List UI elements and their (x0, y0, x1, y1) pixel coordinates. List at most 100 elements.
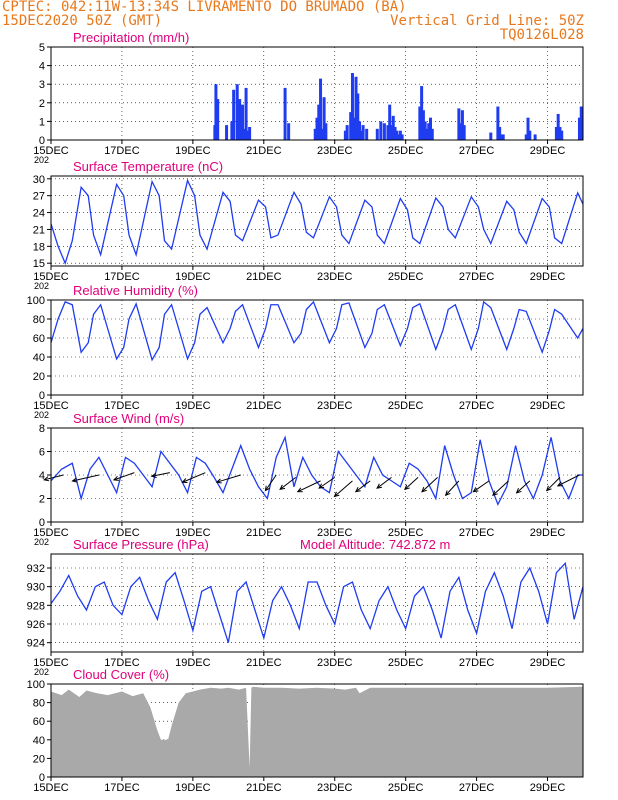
humidity-ytick-label: 0 (39, 390, 45, 402)
humidity-title: Relative Humidity (%) (73, 283, 198, 298)
precip-bar (358, 121, 362, 140)
wind-arrow-head (515, 488, 522, 494)
precip-bar (428, 117, 432, 140)
wind-xtick-label: 21DEC (246, 527, 282, 539)
humidity-xtick-label: 25DEC (388, 400, 424, 412)
precip-bar (248, 126, 252, 140)
precip-bar (319, 78, 323, 140)
precip-ytick-label: 0 (39, 135, 45, 147)
wind-arrow (404, 476, 419, 490)
precip-bar (343, 130, 347, 140)
precip-bar (496, 106, 500, 140)
wind-arrow-head (354, 487, 361, 493)
precip-ytick-label: 1 (39, 116, 45, 128)
precip-bar (524, 134, 528, 140)
precip-frame (50, 46, 584, 141)
wind-arrow (182, 472, 206, 483)
humidity-ytick-label: 20 (33, 371, 45, 383)
precip-bar (225, 125, 229, 140)
wind-arrow (516, 480, 531, 494)
cloud-title: Cloud Cover (%) (73, 667, 169, 682)
pressure-line (50, 561, 584, 643)
temp-ytick-label: 24 (33, 208, 45, 220)
cloud-xtick-label: 25DEC (388, 782, 424, 794)
wind-arrow (334, 480, 353, 497)
precip-bar (498, 126, 502, 140)
wind-arrow (44, 474, 64, 481)
humidity-xtick-label: 23DEC (317, 400, 353, 412)
cloud-frame (50, 683, 584, 778)
cloud-xtick-label: 15DEC (33, 782, 69, 794)
header-datetime: 15DEC2020 50Z (GMT) (2, 13, 163, 29)
precip-bar (556, 113, 560, 140)
precip-bar (489, 132, 493, 140)
precip-bar (400, 134, 404, 140)
temp-ytick-label: 27 (33, 191, 45, 203)
wind-arrow-head (215, 478, 222, 484)
temp-xtick-label: 29DEC (530, 271, 566, 283)
temp-xtick-label: 25DEC (388, 271, 424, 283)
precip-bar (354, 76, 358, 140)
wind-arrow (376, 476, 392, 489)
precip-bar (460, 110, 464, 140)
precip-bar (379, 121, 383, 140)
wind-ytick-label: 8 (39, 423, 45, 435)
precip-bar (462, 125, 466, 140)
wind-arrow (473, 480, 490, 493)
humidity-line (50, 300, 584, 362)
wind-arrow-head (150, 472, 157, 478)
humidity-xtick-label: 29DEC (530, 400, 566, 412)
precip-bar (244, 87, 248, 140)
wind-arrow-head (71, 477, 78, 483)
wind-arrow (318, 476, 336, 489)
precip-bar (230, 121, 234, 140)
header: CPTEC: 042:11W-13:34S LIVRAMENTO DO BRUM… (0, 0, 618, 46)
precip-bar (350, 73, 354, 140)
temp-line (50, 178, 584, 266)
cloud-xtick-label: 17DEC (104, 782, 140, 794)
wind-title: Surface Wind (m/s) (73, 411, 184, 426)
wind-arrow-head (545, 485, 552, 492)
temp-ytick-label: 21 (33, 224, 45, 236)
precip-xtick-label: 25DEC (388, 145, 424, 157)
wind-ytick-label: 0 (39, 517, 45, 529)
humidity-ytick-label: 100 (27, 295, 45, 307)
precip-bar (317, 104, 321, 140)
precip-xtick-year: 202 (34, 155, 49, 165)
precip-bar (365, 128, 369, 140)
humidity-xtick-year: 202 (34, 410, 49, 420)
precip-bar (361, 125, 365, 140)
humidity-xtick-label: 19DEC (175, 400, 211, 412)
cloud-xtick-label: 29DEC (530, 782, 566, 794)
precip-bar (560, 130, 564, 140)
precip-bar (287, 123, 291, 140)
wind-xtick-label: 15DEC (33, 527, 69, 539)
pressure-xtick-label: 25DEC (388, 657, 424, 669)
wind-xtick-label: 25DEC (388, 527, 424, 539)
header-model-id: TQ0126L028 (499, 27, 584, 43)
cloud-ytick-label: 60 (33, 716, 45, 728)
precip-bar (420, 86, 424, 140)
cloud-ytick-label: 80 (33, 698, 45, 710)
wind-xtick-label: 29DEC (530, 527, 566, 539)
precip-bar (349, 112, 353, 140)
precip-bar (214, 84, 218, 140)
precip-xtick-label: 19DEC (175, 145, 211, 157)
wind-arrow (557, 474, 580, 487)
precip-bar (324, 123, 328, 140)
wind-arrow (279, 476, 297, 490)
precip-bar (425, 128, 429, 140)
cloud-xtick-label: 23DEC (317, 782, 353, 794)
humidity-ytick-label: 80 (33, 314, 45, 326)
precip-bar (528, 130, 532, 140)
precip-ytick-label: 3 (39, 79, 45, 91)
wind-arrow-head (492, 490, 498, 497)
wind-arrow (216, 474, 241, 483)
wind-arrow-head (472, 487, 479, 493)
wind-arrow-head (404, 484, 410, 491)
precip-bar (235, 84, 239, 140)
cloud-ytick-label: 0 (39, 772, 45, 784)
precip-bar (579, 106, 583, 140)
pressure-ytick-label: 928 (27, 600, 45, 612)
